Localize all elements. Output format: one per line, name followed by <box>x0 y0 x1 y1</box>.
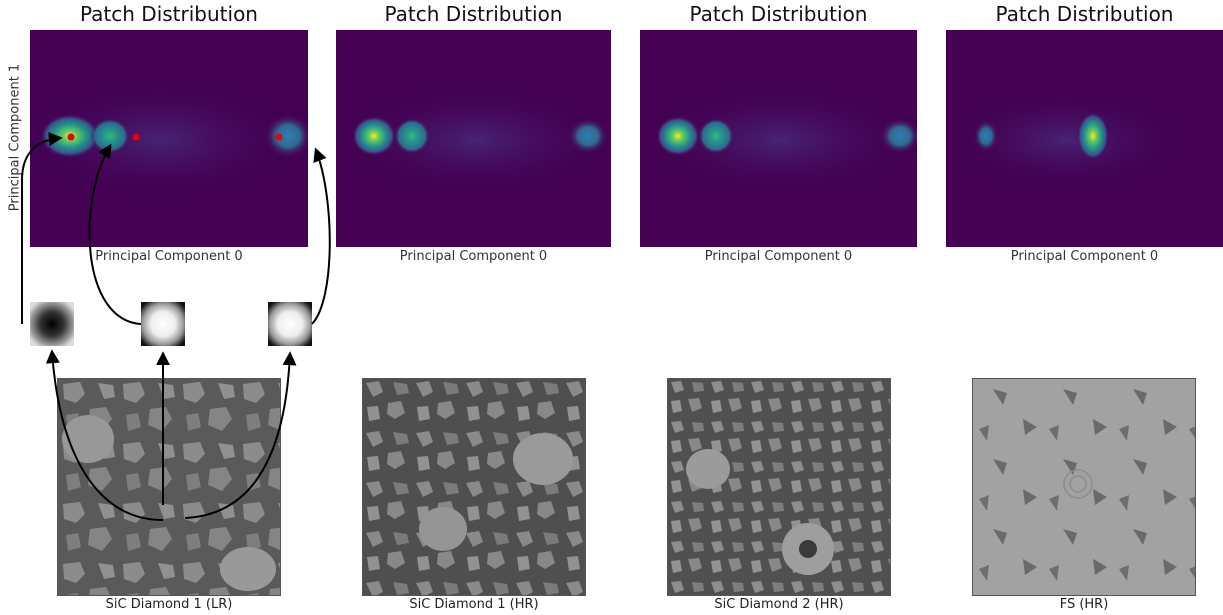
density-blob <box>974 120 998 152</box>
density-blob <box>880 118 917 154</box>
panel-3-density-plot <box>640 30 917 247</box>
marker-point <box>132 133 140 141</box>
arrow-to-point-2 <box>88 143 142 325</box>
panel-2-density-plot <box>336 30 611 247</box>
panel-1-title: Patch Distribution <box>80 2 258 26</box>
arrow-to-bright-patch-2 <box>184 351 297 519</box>
density-blob <box>656 116 700 156</box>
panel-2-xlabel: Principal Component 0 <box>399 249 548 264</box>
panel-3-title: Patch Distribution <box>689 2 868 26</box>
density-blob <box>698 118 734 154</box>
density-blob <box>1077 112 1109 160</box>
panel-2-title: Patch Distribution <box>384 2 563 26</box>
density-blob <box>264 114 308 158</box>
density-blob <box>352 116 396 156</box>
caption-4: FS (HR) <box>1059 597 1109 612</box>
caption-1: SiC Diamond 1 (LR) <box>105 597 233 612</box>
caption-3: SiC Diamond 2 (HR) <box>714 597 844 612</box>
panel-3-xlabel: Principal Component 0 <box>704 249 853 264</box>
panel-1-density-plot <box>30 30 308 247</box>
arrow-to-dark-patch <box>45 349 164 521</box>
bright-center-patch-2 <box>268 302 312 346</box>
panel-4-density-plot <box>946 30 1223 247</box>
micrograph-sic-diamond-2-hr <box>667 378 891 596</box>
arrow-to-point-1 <box>21 132 63 324</box>
marker-point <box>275 133 283 141</box>
density-blob <box>394 118 430 154</box>
micrograph-sic-diamond-1-hr <box>362 378 586 596</box>
panel-1-xlabel: Principal Component 0 <box>95 249 243 264</box>
density-blob <box>568 118 608 154</box>
dark-center-patch <box>30 302 74 346</box>
panel-4-xlabel: Principal Component 0 <box>1010 249 1159 264</box>
micrograph-fs-hr <box>972 378 1196 596</box>
arrow-to-point-3 <box>311 147 331 325</box>
marker-point <box>67 133 75 141</box>
panel-4-title: Patch Distribution <box>995 2 1174 26</box>
bright-center-patch <box>141 302 185 346</box>
caption-2: SiC Diamond 1 (HR) <box>409 597 539 612</box>
